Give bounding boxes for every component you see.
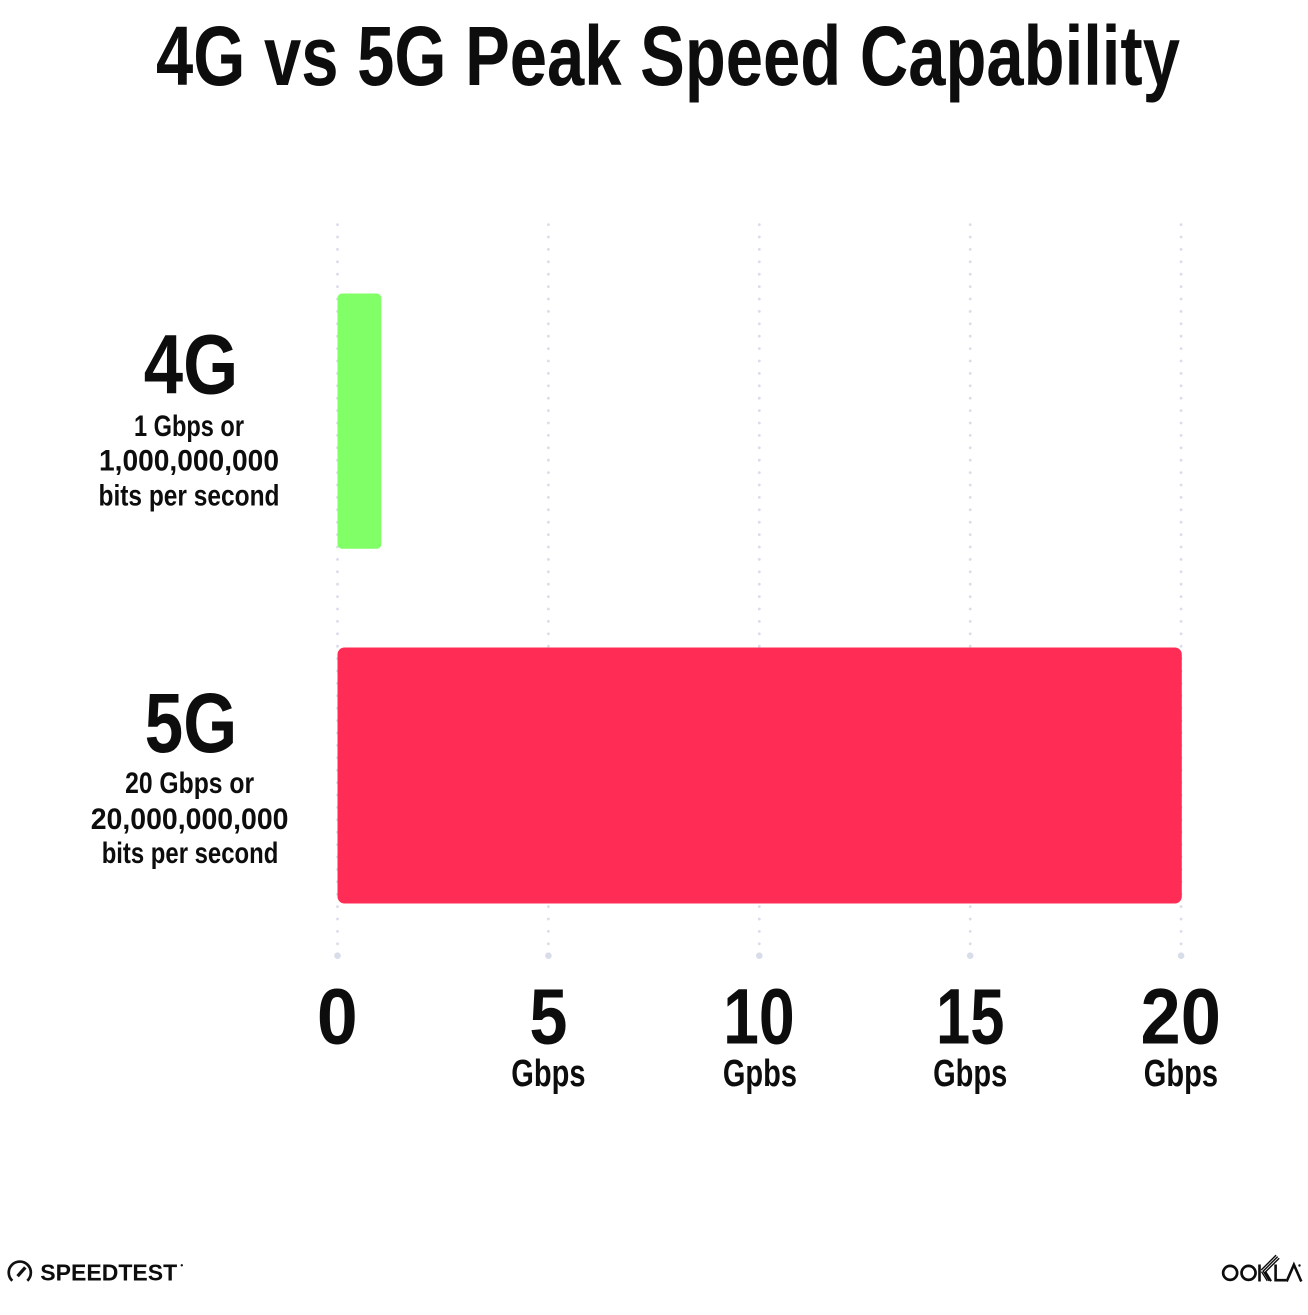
- svg-text:20: 20: [1141, 972, 1221, 1061]
- svg-text:bits per second: bits per second: [102, 837, 279, 870]
- svg-text:20 Gbps or: 20 Gbps or: [125, 767, 254, 800]
- svg-text:4G vs 5G Peak Speed Capability: 4G vs 5G Peak Speed Capability: [156, 9, 1180, 103]
- svg-text:1 Gbps or: 1 Gbps or: [134, 410, 244, 443]
- svg-text:Gbps: Gbps: [1144, 1053, 1218, 1095]
- svg-text:5G: 5G: [145, 676, 238, 770]
- svg-text:Gbps: Gbps: [933, 1053, 1007, 1095]
- svg-text:20,000,000,000: 20,000,000,000: [91, 803, 289, 836]
- svg-text:5: 5: [529, 972, 567, 1061]
- svg-text:15: 15: [936, 972, 1004, 1061]
- svg-text:Gpbs: Gpbs: [723, 1053, 797, 1095]
- svg-text:4G: 4G: [144, 317, 238, 411]
- svg-text:SPEEDTEST: SPEEDTEST: [40, 1260, 178, 1286]
- svg-text:0: 0: [317, 972, 358, 1061]
- svg-text:Gbps: Gbps: [511, 1053, 585, 1095]
- svg-text:1,000,000,000: 1,000,000,000: [99, 444, 279, 477]
- svg-text:10: 10: [723, 972, 795, 1061]
- svg-text:bits per second: bits per second: [99, 480, 280, 513]
